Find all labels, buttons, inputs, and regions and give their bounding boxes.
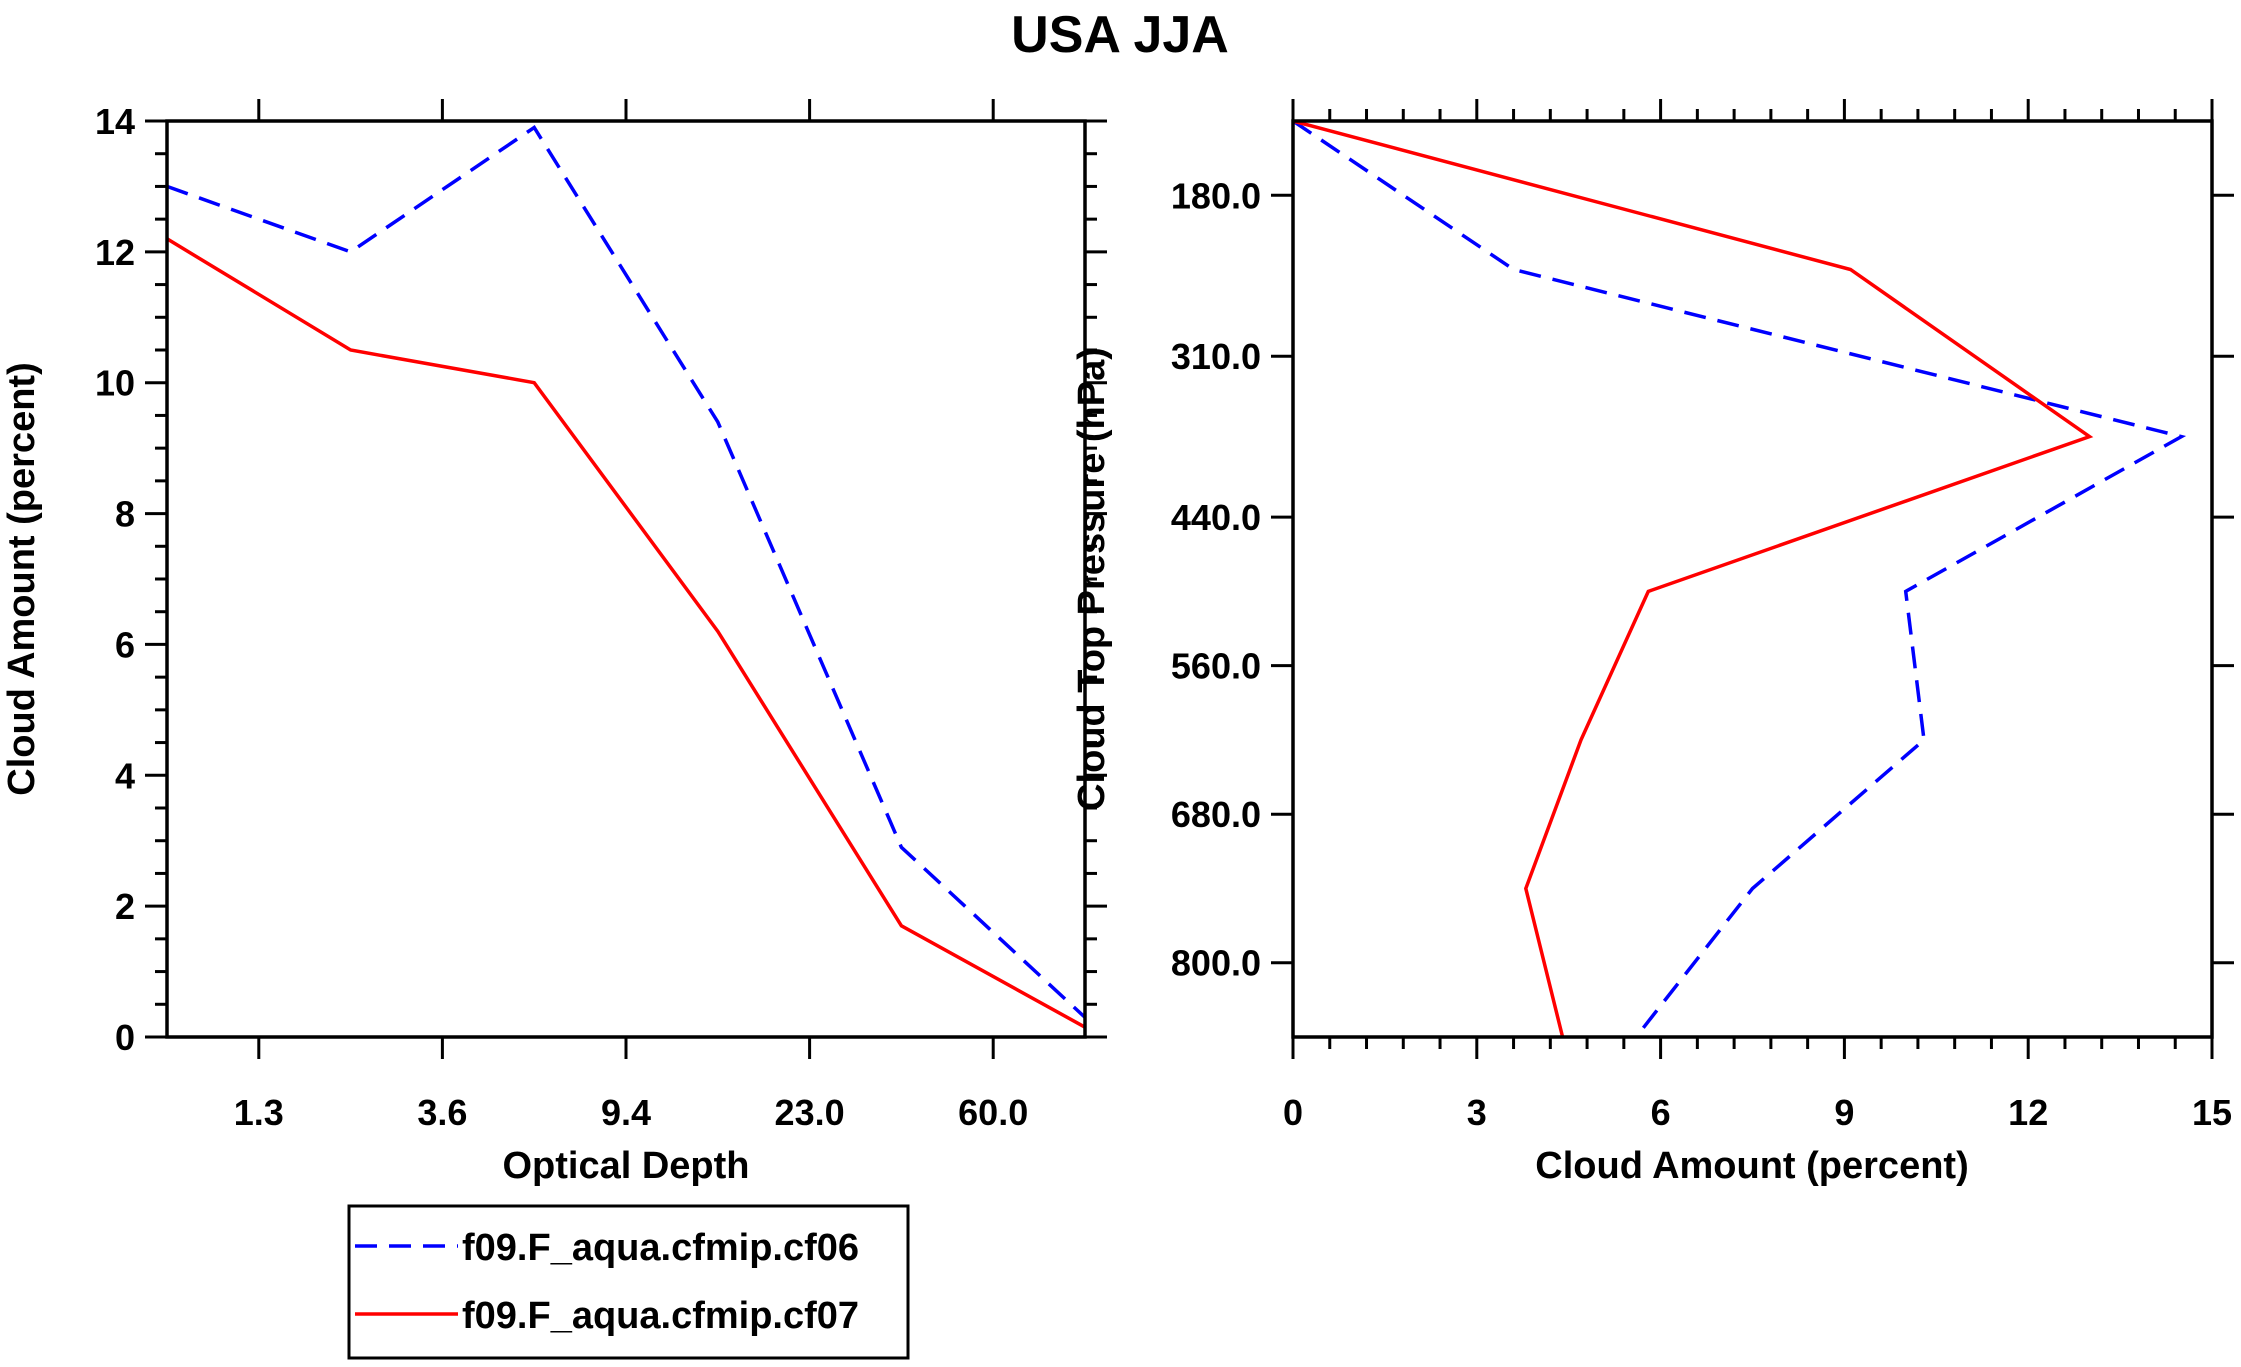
left-x-tick-label: 23.0 bbox=[775, 1092, 845, 1133]
left-x-axis-label: Optical Depth bbox=[502, 1145, 749, 1187]
left-y-tick-label: 8 bbox=[115, 494, 135, 535]
right-panel: 0 3 6 9 12 15 180.0 310.0 440.0 560.0 680.0 800.0 C… bbox=[1071, 99, 2234, 1187]
left-series-line-cf06 bbox=[166, 125, 1087, 1019]
left-y-tick-label: 14 bbox=[95, 101, 135, 142]
left-y-axis-label: Cloud Amount (percent) bbox=[1, 362, 43, 795]
right-plot-frame bbox=[1291, 119, 2214, 1039]
right-series-line-cf07 bbox=[1292, 119, 2094, 1038]
legend-label-cf06: f09.F_aqua.cfmip.cf06 bbox=[462, 1227, 859, 1269]
left-series-group bbox=[166, 125, 1087, 1029]
left-plot-frame bbox=[165, 119, 1087, 1039]
right-y-tick-label: 180.0 bbox=[1171, 175, 1261, 216]
legend-label-cf07: f09.F_aqua.cfmip.cf07 bbox=[462, 1295, 859, 1337]
left-x-tick-label: 3.6 bbox=[417, 1092, 467, 1133]
right-x-axis-label: Cloud Amount (percent) bbox=[1535, 1145, 1968, 1187]
right-x-tick-label: 3 bbox=[1467, 1092, 1487, 1133]
right-series-line-cf06 bbox=[1292, 119, 2187, 1039]
right-x-tick-label: 9 bbox=[1834, 1092, 1854, 1133]
legend-box bbox=[347, 1204, 910, 1360]
chart-title: USA JJA bbox=[1011, 6, 1229, 64]
left-y-tick-label: 2 bbox=[115, 886, 135, 927]
left-x-tick-label: 60.0 bbox=[958, 1092, 1028, 1133]
left-y-tick-label: 0 bbox=[115, 1017, 135, 1058]
right-y-axis-label: Cloud Top Pressure (hPa) bbox=[1071, 347, 1113, 811]
left-y-tick-label: 12 bbox=[95, 232, 135, 273]
right-y-tick-label: 680.0 bbox=[1171, 794, 1261, 835]
right-y-tick-label: 560.0 bbox=[1171, 646, 1261, 687]
right-y-tick-label: 440.0 bbox=[1171, 497, 1261, 538]
right-y-tick-label: 310.0 bbox=[1171, 336, 1261, 377]
right-x-tick-label: 15 bbox=[2192, 1092, 2232, 1133]
right-y-tick-label: 800.0 bbox=[1171, 943, 1261, 984]
left-y-tick-label: 10 bbox=[95, 363, 135, 404]
right-x-tick-label: 0 bbox=[1283, 1092, 1303, 1133]
right-x-tick-label: 6 bbox=[1651, 1092, 1671, 1133]
left-series-line-cf07 bbox=[166, 237, 1086, 1029]
right-ticks-group: 0 3 6 9 12 15 180.0 310.0 440.0 560.0 680.0 800.0 bbox=[1171, 99, 2234, 1133]
right-series-group bbox=[1292, 119, 2187, 1039]
legend: f09.F_aqua.cfmip.cf06 f09.F_aqua.cfmip.c… bbox=[347, 1204, 910, 1360]
left-y-tick-label: 6 bbox=[115, 624, 135, 665]
left-panel: 0 2 4 6 8 10 12 14 1.3 3.6 9.4 23.0 60.0 Optical Dep… bbox=[1, 99, 1107, 1187]
left-x-tick-label: 1.3 bbox=[234, 1092, 284, 1133]
left-x-tick-label: 9.4 bbox=[601, 1092, 651, 1133]
right-x-tick-label: 12 bbox=[2008, 1092, 2048, 1133]
left-ticks-group: 0 2 4 6 8 10 12 14 1.3 3.6 9.4 23.0 60.0 bbox=[95, 99, 1107, 1133]
left-y-tick-label: 4 bbox=[115, 755, 135, 796]
